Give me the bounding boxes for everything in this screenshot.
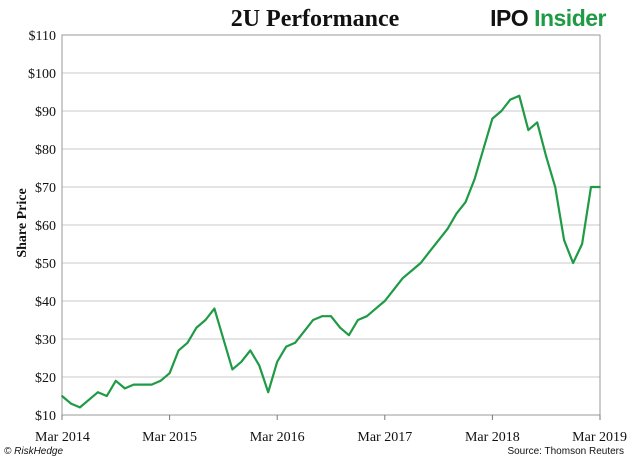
- data-point: [554, 186, 557, 188]
- data-point: [88, 398, 90, 401]
- data-point: [70, 402, 72, 405]
- y-tick-label: $40: [35, 295, 56, 310]
- data-point: [177, 349, 180, 352]
- data-point: [464, 201, 467, 204]
- logo-ipo-text: IPO: [490, 5, 529, 31]
- copyright-note: © RiskHedge: [4, 446, 64, 457]
- data-point: [303, 330, 305, 333]
- data-point: [455, 212, 458, 215]
- y-tick-label: $30: [35, 333, 56, 348]
- data-point: [105, 395, 108, 397]
- logo-insider-text: Insider: [534, 5, 606, 31]
- data-point: [509, 98, 512, 101]
- data-point: [572, 262, 574, 264]
- data-point: [285, 345, 288, 348]
- y-tick-label: $110: [29, 29, 56, 44]
- y-tick-label: $100: [28, 67, 56, 82]
- data-point: [240, 360, 243, 363]
- ipo-insider-logo: IPO Insider: [490, 5, 606, 32]
- data-point: [581, 243, 583, 245]
- data-point: [132, 383, 135, 386]
- data-point: [374, 307, 377, 310]
- data-point: [61, 395, 63, 397]
- data-point: [159, 379, 162, 382]
- gridlines: [62, 34, 600, 416]
- data-point: [339, 326, 341, 329]
- series-line: [61, 94, 600, 409]
- data-point: [294, 341, 297, 344]
- data-point: [392, 288, 395, 291]
- data-point: [545, 155, 548, 158]
- data-point: [473, 178, 476, 181]
- data-point: [276, 360, 279, 363]
- y-tick-labels: $10 $20 $30 $40 $50 $60 $70 $80 $90 $100 $110: [28, 29, 56, 424]
- x-tick-label: Mar 2018: [465, 430, 520, 445]
- data-point: [123, 387, 126, 390]
- data-point: [428, 250, 431, 253]
- data-point: [231, 368, 234, 371]
- y-tick-label: $10: [35, 409, 56, 424]
- data-point: [312, 319, 314, 321]
- data-point: [330, 315, 332, 318]
- x-tick-label: Mar 2019: [572, 430, 627, 445]
- data-point: [357, 319, 359, 321]
- x-tick-labels: Mar 2014 Mar 2015 Mar 2016 Mar 2017 Mar 2018…: [35, 415, 627, 445]
- data-point: [500, 110, 503, 112]
- y-tick-label: $90: [35, 105, 56, 120]
- data-point: [168, 372, 171, 375]
- data-point: [419, 262, 422, 264]
- data-point: [383, 300, 386, 302]
- data-point: [141, 383, 144, 386]
- data-point: [96, 391, 99, 394]
- data-point: [536, 121, 539, 124]
- data-point: [79, 406, 81, 409]
- data-point: [482, 148, 485, 150]
- data-point: [222, 338, 225, 340]
- x-tick-label: Mar 2017: [357, 430, 412, 445]
- data-point: [267, 391, 270, 394]
- data-point: [365, 315, 368, 318]
- chart-title: 2U Performance: [230, 6, 400, 32]
- data-point: [401, 277, 404, 280]
- data-point: [204, 319, 207, 321]
- data-point: [527, 129, 530, 131]
- data-point: [150, 383, 153, 386]
- data-point: [491, 117, 494, 120]
- data-point: [518, 94, 521, 97]
- data-point: [348, 334, 350, 337]
- data-point: [446, 227, 449, 230]
- data-point: [213, 307, 216, 310]
- data-point: [249, 349, 252, 352]
- data-point: [410, 269, 413, 272]
- y-tick-label: $50: [35, 257, 56, 272]
- data-point: [186, 341, 189, 344]
- x-tick-label: Mar 2014: [35, 430, 90, 445]
- series-points: [61, 94, 601, 409]
- y-tick-label: $70: [35, 181, 56, 196]
- data-point: [258, 364, 261, 367]
- y-tick-label: $80: [35, 143, 56, 158]
- data-point: [321, 315, 323, 318]
- y-tick-label: $60: [35, 219, 56, 234]
- data-point: [599, 186, 601, 188]
- data-point: [195, 326, 198, 329]
- data-point: [114, 379, 117, 382]
- data-point: [563, 239, 566, 242]
- plot-frame: [61, 34, 601, 416]
- y-tick-label: $20: [35, 371, 56, 386]
- source-note: Source: Thomson Reuters: [507, 446, 624, 457]
- data-point: [437, 239, 440, 242]
- data-point: [590, 186, 592, 188]
- x-tick-label: Mar 2016: [250, 430, 305, 445]
- x-tick-label: Mar 2015: [142, 430, 197, 445]
